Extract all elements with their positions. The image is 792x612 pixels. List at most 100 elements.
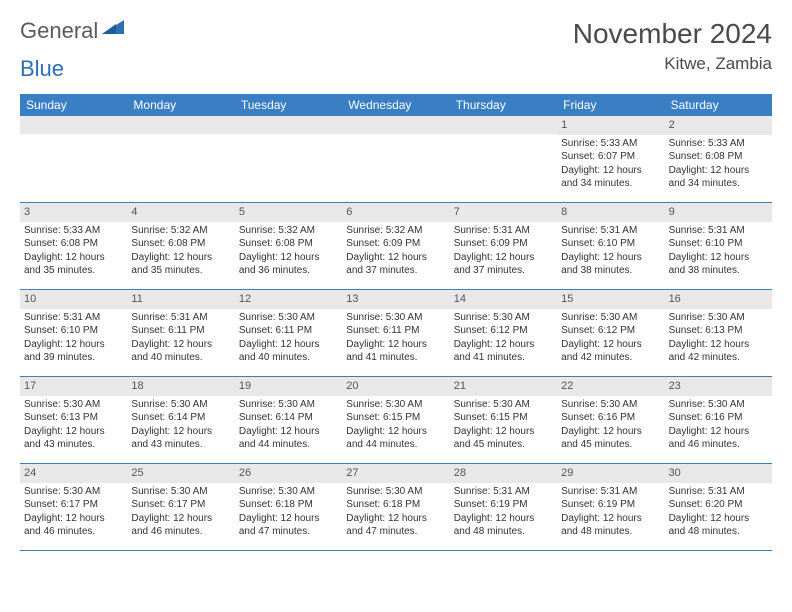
sunset-text: Sunset: 6:15 PM [346, 411, 445, 425]
sunrise-text: Sunrise: 5:30 AM [24, 485, 123, 499]
sunrise-text: Sunrise: 5:30 AM [454, 398, 553, 412]
sunrise-text: Sunrise: 5:30 AM [561, 311, 660, 325]
day-number: 30 [665, 464, 772, 483]
day-number: 18 [127, 377, 234, 396]
day-number: 7 [450, 203, 557, 222]
day-cell: 23Sunrise: 5:30 AMSunset: 6:16 PMDayligh… [665, 377, 772, 463]
day-cell [342, 116, 449, 202]
sunrise-text: Sunrise: 5:30 AM [346, 485, 445, 499]
day-cell: 12Sunrise: 5:30 AMSunset: 6:11 PMDayligh… [235, 290, 342, 376]
dow-monday: Monday [127, 94, 234, 116]
day-cell: 17Sunrise: 5:30 AMSunset: 6:13 PMDayligh… [20, 377, 127, 463]
daylight-text: Daylight: 12 hours and 43 minutes. [24, 425, 123, 452]
day-cell: 14 Sunrise: 5:30 AMSunset: 6:12 PMDayligh… [450, 290, 557, 376]
day-cell: 21Sunrise: 5:30 AMSunset: 6:15 PMDayligh… [450, 377, 557, 463]
sunset-text: Sunset: 6:14 PM [239, 411, 338, 425]
day-cell [20, 116, 127, 202]
sunset-text: Sunset: 6:09 PM [454, 237, 553, 251]
sunset-text: Sunset: 6:08 PM [239, 237, 338, 251]
day-number: 28 [450, 464, 557, 483]
empty-day [235, 116, 342, 134]
logo: General [20, 18, 126, 44]
day-cell: 27Sunrise: 5:30 AMSunset: 6:18 PMDayligh… [342, 464, 449, 550]
day-number: 16 [665, 290, 772, 309]
day-number: 23 [665, 377, 772, 396]
daylight-text: Daylight: 12 hours and 41 minutes. [454, 338, 553, 365]
daylight-text: Daylight: 12 hours and 35 minutes. [24, 251, 123, 278]
day-number: 1 [557, 116, 664, 135]
sunset-text: Sunset: 6:12 PM [454, 324, 553, 338]
day-number: 21 [450, 377, 557, 396]
daylight-text: Daylight: 12 hours and 39 minutes. [24, 338, 123, 365]
day-cell: 3Sunrise: 5:33 AMSunset: 6:08 PMDaylight… [20, 203, 127, 289]
sunset-text: Sunset: 6:10 PM [24, 324, 123, 338]
daylight-text: Daylight: 12 hours and 37 minutes. [454, 251, 553, 278]
sunrise-text: Sunrise: 5:33 AM [561, 137, 660, 151]
day-number: 10 [20, 290, 127, 309]
day-cell: 1Sunrise: 5:33 AMSunset: 6:07 PMDaylight… [557, 116, 664, 202]
dow-tuesday: Tuesday [235, 94, 342, 116]
day-number: 6 [342, 203, 449, 222]
sunset-text: Sunset: 6:11 PM [131, 324, 230, 338]
title-block: November 2024 Kitwe, Zambia [573, 18, 772, 74]
daylight-text: Daylight: 12 hours and 42 minutes. [669, 338, 768, 365]
empty-day [342, 116, 449, 134]
daylight-text: Daylight: 12 hours and 47 minutes. [239, 512, 338, 539]
sunset-text: Sunset: 6:18 PM [239, 498, 338, 512]
sunrise-text: Sunrise: 5:31 AM [454, 224, 553, 238]
sunrise-text: Sunrise: 5:30 AM [454, 311, 553, 325]
sunset-text: Sunset: 6:13 PM [24, 411, 123, 425]
day-cell: 16Sunrise: 5:30 AMSunset: 6:13 PMDayligh… [665, 290, 772, 376]
daylight-text: Daylight: 12 hours and 35 minutes. [131, 251, 230, 278]
sunset-text: Sunset: 6:08 PM [131, 237, 230, 251]
daylight-text: Daylight: 12 hours and 40 minutes. [239, 338, 338, 365]
daylight-text: Daylight: 12 hours and 36 minutes. [239, 251, 338, 278]
daylight-text: Daylight: 12 hours and 48 minutes. [454, 512, 553, 539]
sunrise-text: Sunrise: 5:30 AM [239, 398, 338, 412]
sunrise-text: Sunrise: 5:30 AM [346, 398, 445, 412]
sunrise-text: Sunrise: 5:30 AM [669, 311, 768, 325]
day-cell: 29Sunrise: 5:31 AMSunset: 6:19 PMDayligh… [557, 464, 664, 550]
day-cell: 5Sunrise: 5:32 AMSunset: 6:08 PMDaylight… [235, 203, 342, 289]
day-number: 25 [127, 464, 234, 483]
sunset-text: Sunset: 6:08 PM [669, 150, 768, 164]
sunrise-text: Sunrise: 5:30 AM [239, 485, 338, 499]
empty-day [450, 116, 557, 134]
logo-text-general: General [20, 18, 98, 44]
day-number: 4 [127, 203, 234, 222]
daylight-text: Daylight: 12 hours and 38 minutes. [669, 251, 768, 278]
sunrise-text: Sunrise: 5:30 AM [131, 398, 230, 412]
sunrise-text: Sunrise: 5:31 AM [454, 485, 553, 499]
day-number: 19 [235, 377, 342, 396]
day-number: 12 [235, 290, 342, 309]
day-cell [235, 116, 342, 202]
day-number: 2 [665, 116, 772, 135]
day-cell: 15Sunrise: 5:30 AMSunset: 6:12 PMDayligh… [557, 290, 664, 376]
day-cell [450, 116, 557, 202]
day-number: 14 [450, 290, 557, 309]
daylight-text: Daylight: 12 hours and 48 minutes. [669, 512, 768, 539]
dow-friday: Friday [557, 94, 664, 116]
day-cell: 28 Sunrise: 5:31 AMSunset: 6:19 PMDayligh… [450, 464, 557, 550]
sunset-text: Sunset: 6:18 PM [346, 498, 445, 512]
daylight-text: Daylight: 12 hours and 40 minutes. [131, 338, 230, 365]
daylight-text: Daylight: 12 hours and 45 minutes. [561, 425, 660, 452]
day-cell: 25Sunrise: 5:30 AMSunset: 6:17 PMDayligh… [127, 464, 234, 550]
day-cell: 18Sunrise: 5:30 AMSunset: 6:14 PMDayligh… [127, 377, 234, 463]
dow-sunday: Sunday [20, 94, 127, 116]
sunset-text: Sunset: 6:19 PM [454, 498, 553, 512]
day-number: 17 [20, 377, 127, 396]
sunset-text: Sunset: 6:16 PM [561, 411, 660, 425]
sunrise-text: Sunrise: 5:30 AM [561, 398, 660, 412]
calendar-page: General November 2024 Kitwe, Zambia Blue… [0, 0, 792, 561]
sunset-text: Sunset: 6:10 PM [669, 237, 768, 251]
daylight-text: Daylight: 12 hours and 46 minutes. [24, 512, 123, 539]
sunset-text: Sunset: 6:19 PM [561, 498, 660, 512]
day-cell: 8Sunrise: 5:31 AMSunset: 6:10 PMDaylight… [557, 203, 664, 289]
sunrise-text: Sunrise: 5:30 AM [346, 311, 445, 325]
logo-text-blue: Blue [20, 56, 64, 82]
day-cell: 6Sunrise: 5:32 AMSunset: 6:09 PMDaylight… [342, 203, 449, 289]
day-cell: 7 Sunrise: 5:31 AMSunset: 6:09 PMDaylight… [450, 203, 557, 289]
week-row: 10Sunrise: 5:31 AMSunset: 6:10 PMDayligh… [20, 290, 772, 377]
sunset-text: Sunset: 6:14 PM [131, 411, 230, 425]
